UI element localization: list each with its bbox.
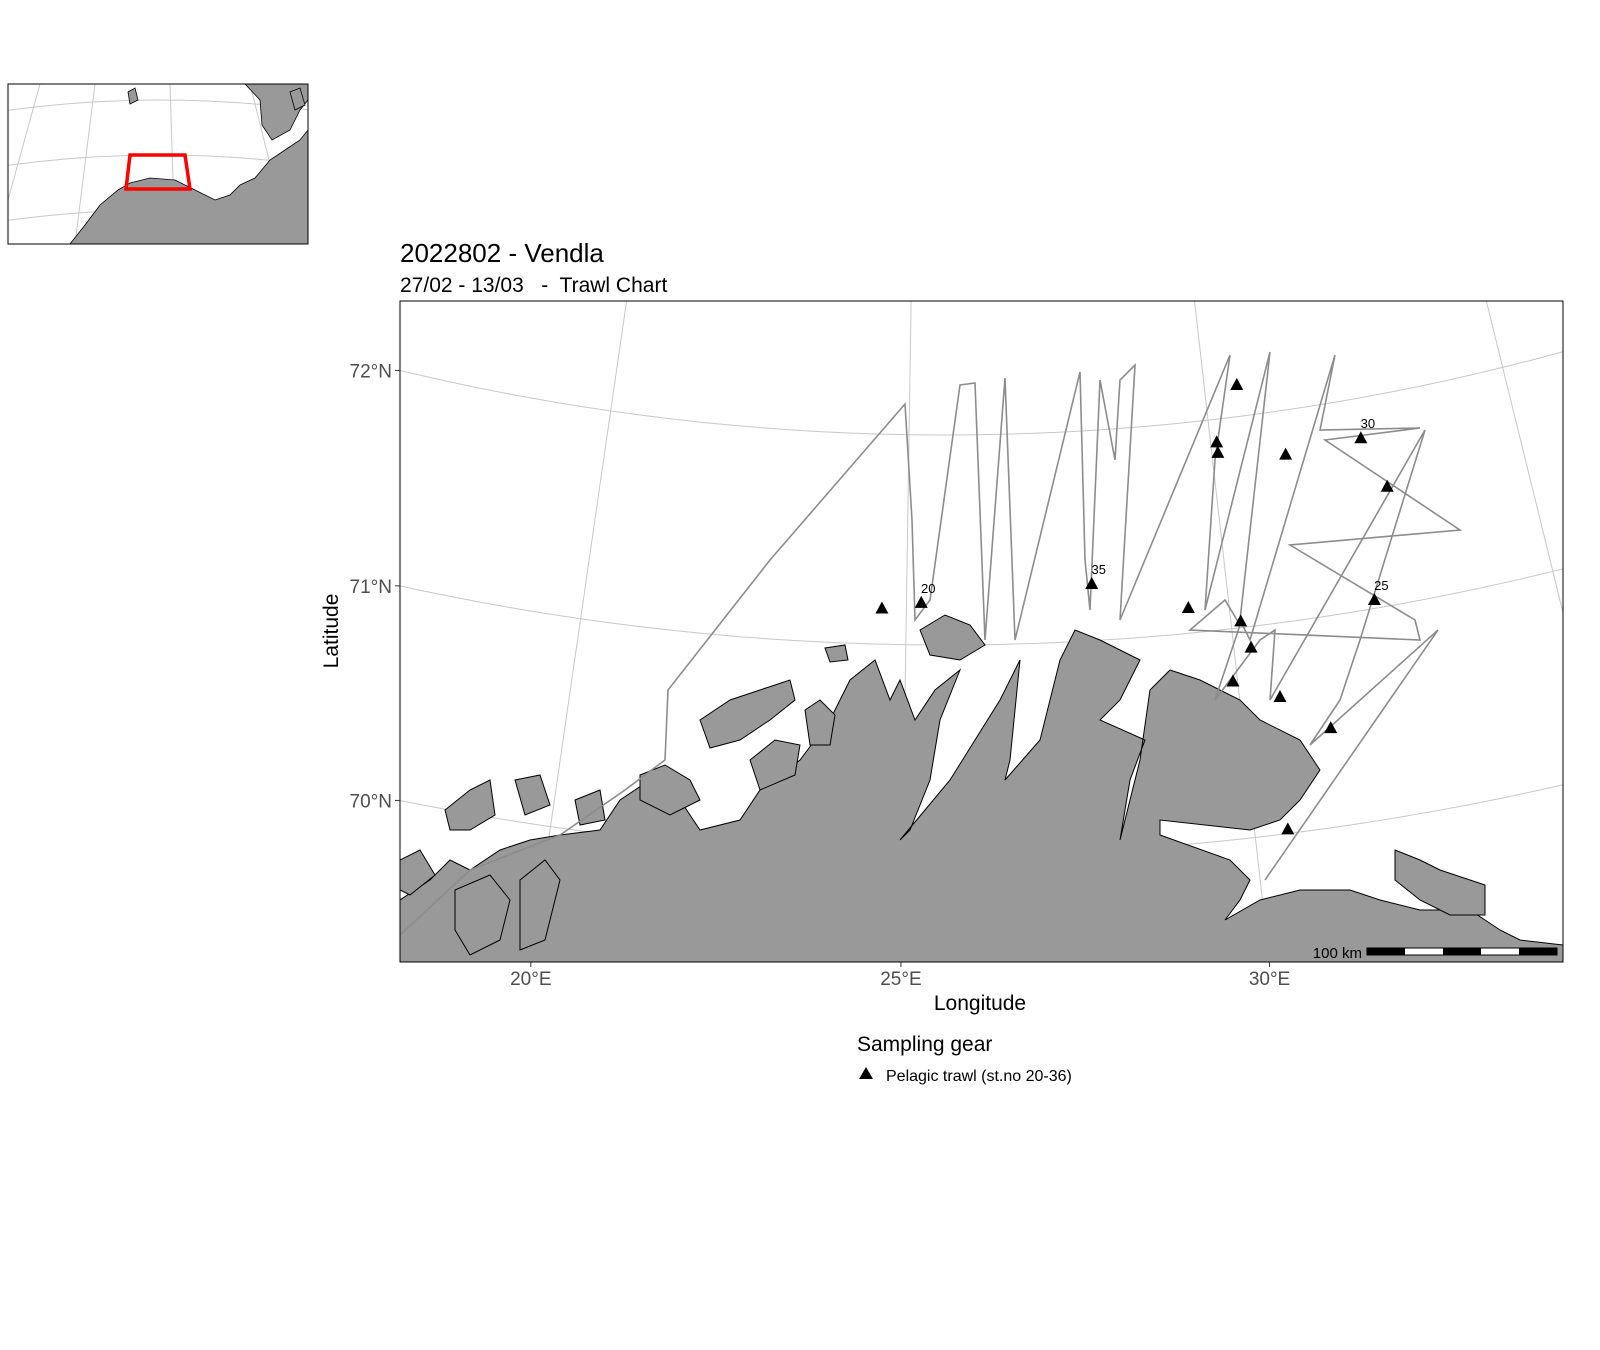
station-marker bbox=[875, 601, 889, 614]
meridian-line bbox=[530, 301, 628, 962]
axes: 70°N 71°N 72°N 20°E 25°E 30°E bbox=[350, 361, 1291, 990]
station-label: 25 bbox=[1374, 578, 1388, 593]
mainland bbox=[400, 629, 1563, 962]
panel-frame bbox=[399, 300, 1564, 963]
inset-island bbox=[289, 87, 306, 111]
land bbox=[400, 614, 1563, 962]
station-marker bbox=[1226, 674, 1240, 687]
station-marker bbox=[1279, 447, 1293, 460]
inset-map bbox=[8, 84, 308, 244]
station-marker bbox=[1244, 640, 1258, 653]
station-marker bbox=[1354, 431, 1368, 444]
map-subtitle: 27/02 - 13/03 - Trawl Chart bbox=[400, 274, 667, 297]
station-marker bbox=[1230, 377, 1244, 390]
stations: 20 35 30 25 bbox=[875, 377, 1394, 835]
station-marker bbox=[1273, 689, 1287, 702]
x-tick-label: 25°E bbox=[880, 969, 921, 990]
cruise-track bbox=[400, 351, 1463, 936]
station-marker bbox=[1380, 479, 1394, 492]
station-label: 35 bbox=[1092, 562, 1106, 577]
island bbox=[824, 644, 849, 663]
inset-island bbox=[127, 87, 139, 105]
parallel-line bbox=[400, 351, 1563, 436]
island bbox=[454, 874, 511, 956]
station-marker bbox=[1181, 601, 1195, 614]
station-marker bbox=[914, 595, 928, 608]
station-marker bbox=[1085, 576, 1099, 589]
meridian-line bbox=[1194, 301, 1270, 962]
island bbox=[444, 779, 496, 831]
station-marker bbox=[1324, 721, 1338, 734]
map-title: 2022802 - Vendla bbox=[400, 238, 604, 268]
station-marker bbox=[1281, 822, 1295, 835]
island bbox=[919, 614, 986, 661]
island bbox=[639, 764, 701, 816]
y-tick-label: 72°N bbox=[350, 361, 392, 382]
scale-bar-label: 100 km bbox=[1313, 945, 1362, 962]
island bbox=[400, 849, 436, 896]
island bbox=[514, 774, 551, 816]
legend-title: Sampling gear bbox=[857, 1033, 992, 1056]
island bbox=[804, 699, 836, 746]
island bbox=[574, 789, 606, 826]
station-marker bbox=[1367, 592, 1381, 605]
y-tick-label: 71°N bbox=[350, 577, 392, 598]
station-marker bbox=[1211, 445, 1225, 458]
legend-item-label: Pelagic trawl (st.no 20-36) bbox=[886, 1068, 1072, 1085]
island bbox=[749, 739, 801, 791]
meridian-line bbox=[1485, 301, 1563, 615]
legend: Sampling gear Pelagic trawl (st.no 20-36… bbox=[857, 1033, 1072, 1085]
parallel-line bbox=[374, 82, 1600, 225]
island bbox=[1394, 849, 1486, 916]
station-label: 30 bbox=[1361, 416, 1375, 431]
station-label: 20 bbox=[921, 581, 935, 596]
y-tick-label: 70°N bbox=[350, 791, 392, 812]
legend-triangle-icon bbox=[859, 1067, 873, 1079]
island bbox=[699, 679, 796, 749]
inset-study-area-box bbox=[124, 153, 193, 191]
island bbox=[519, 859, 561, 951]
inset-frame bbox=[7, 83, 309, 245]
x-tick-label: 20°E bbox=[510, 969, 551, 990]
scale-bar: 100 km bbox=[1313, 945, 1558, 962]
x-tick-label: 30°E bbox=[1249, 969, 1290, 990]
y-axis-label: Latitude bbox=[320, 594, 343, 669]
station-marker bbox=[1210, 435, 1224, 448]
station-marker bbox=[1234, 614, 1248, 627]
meridian-line bbox=[900, 301, 912, 962]
x-axis-label: Longitude bbox=[934, 992, 1026, 1015]
